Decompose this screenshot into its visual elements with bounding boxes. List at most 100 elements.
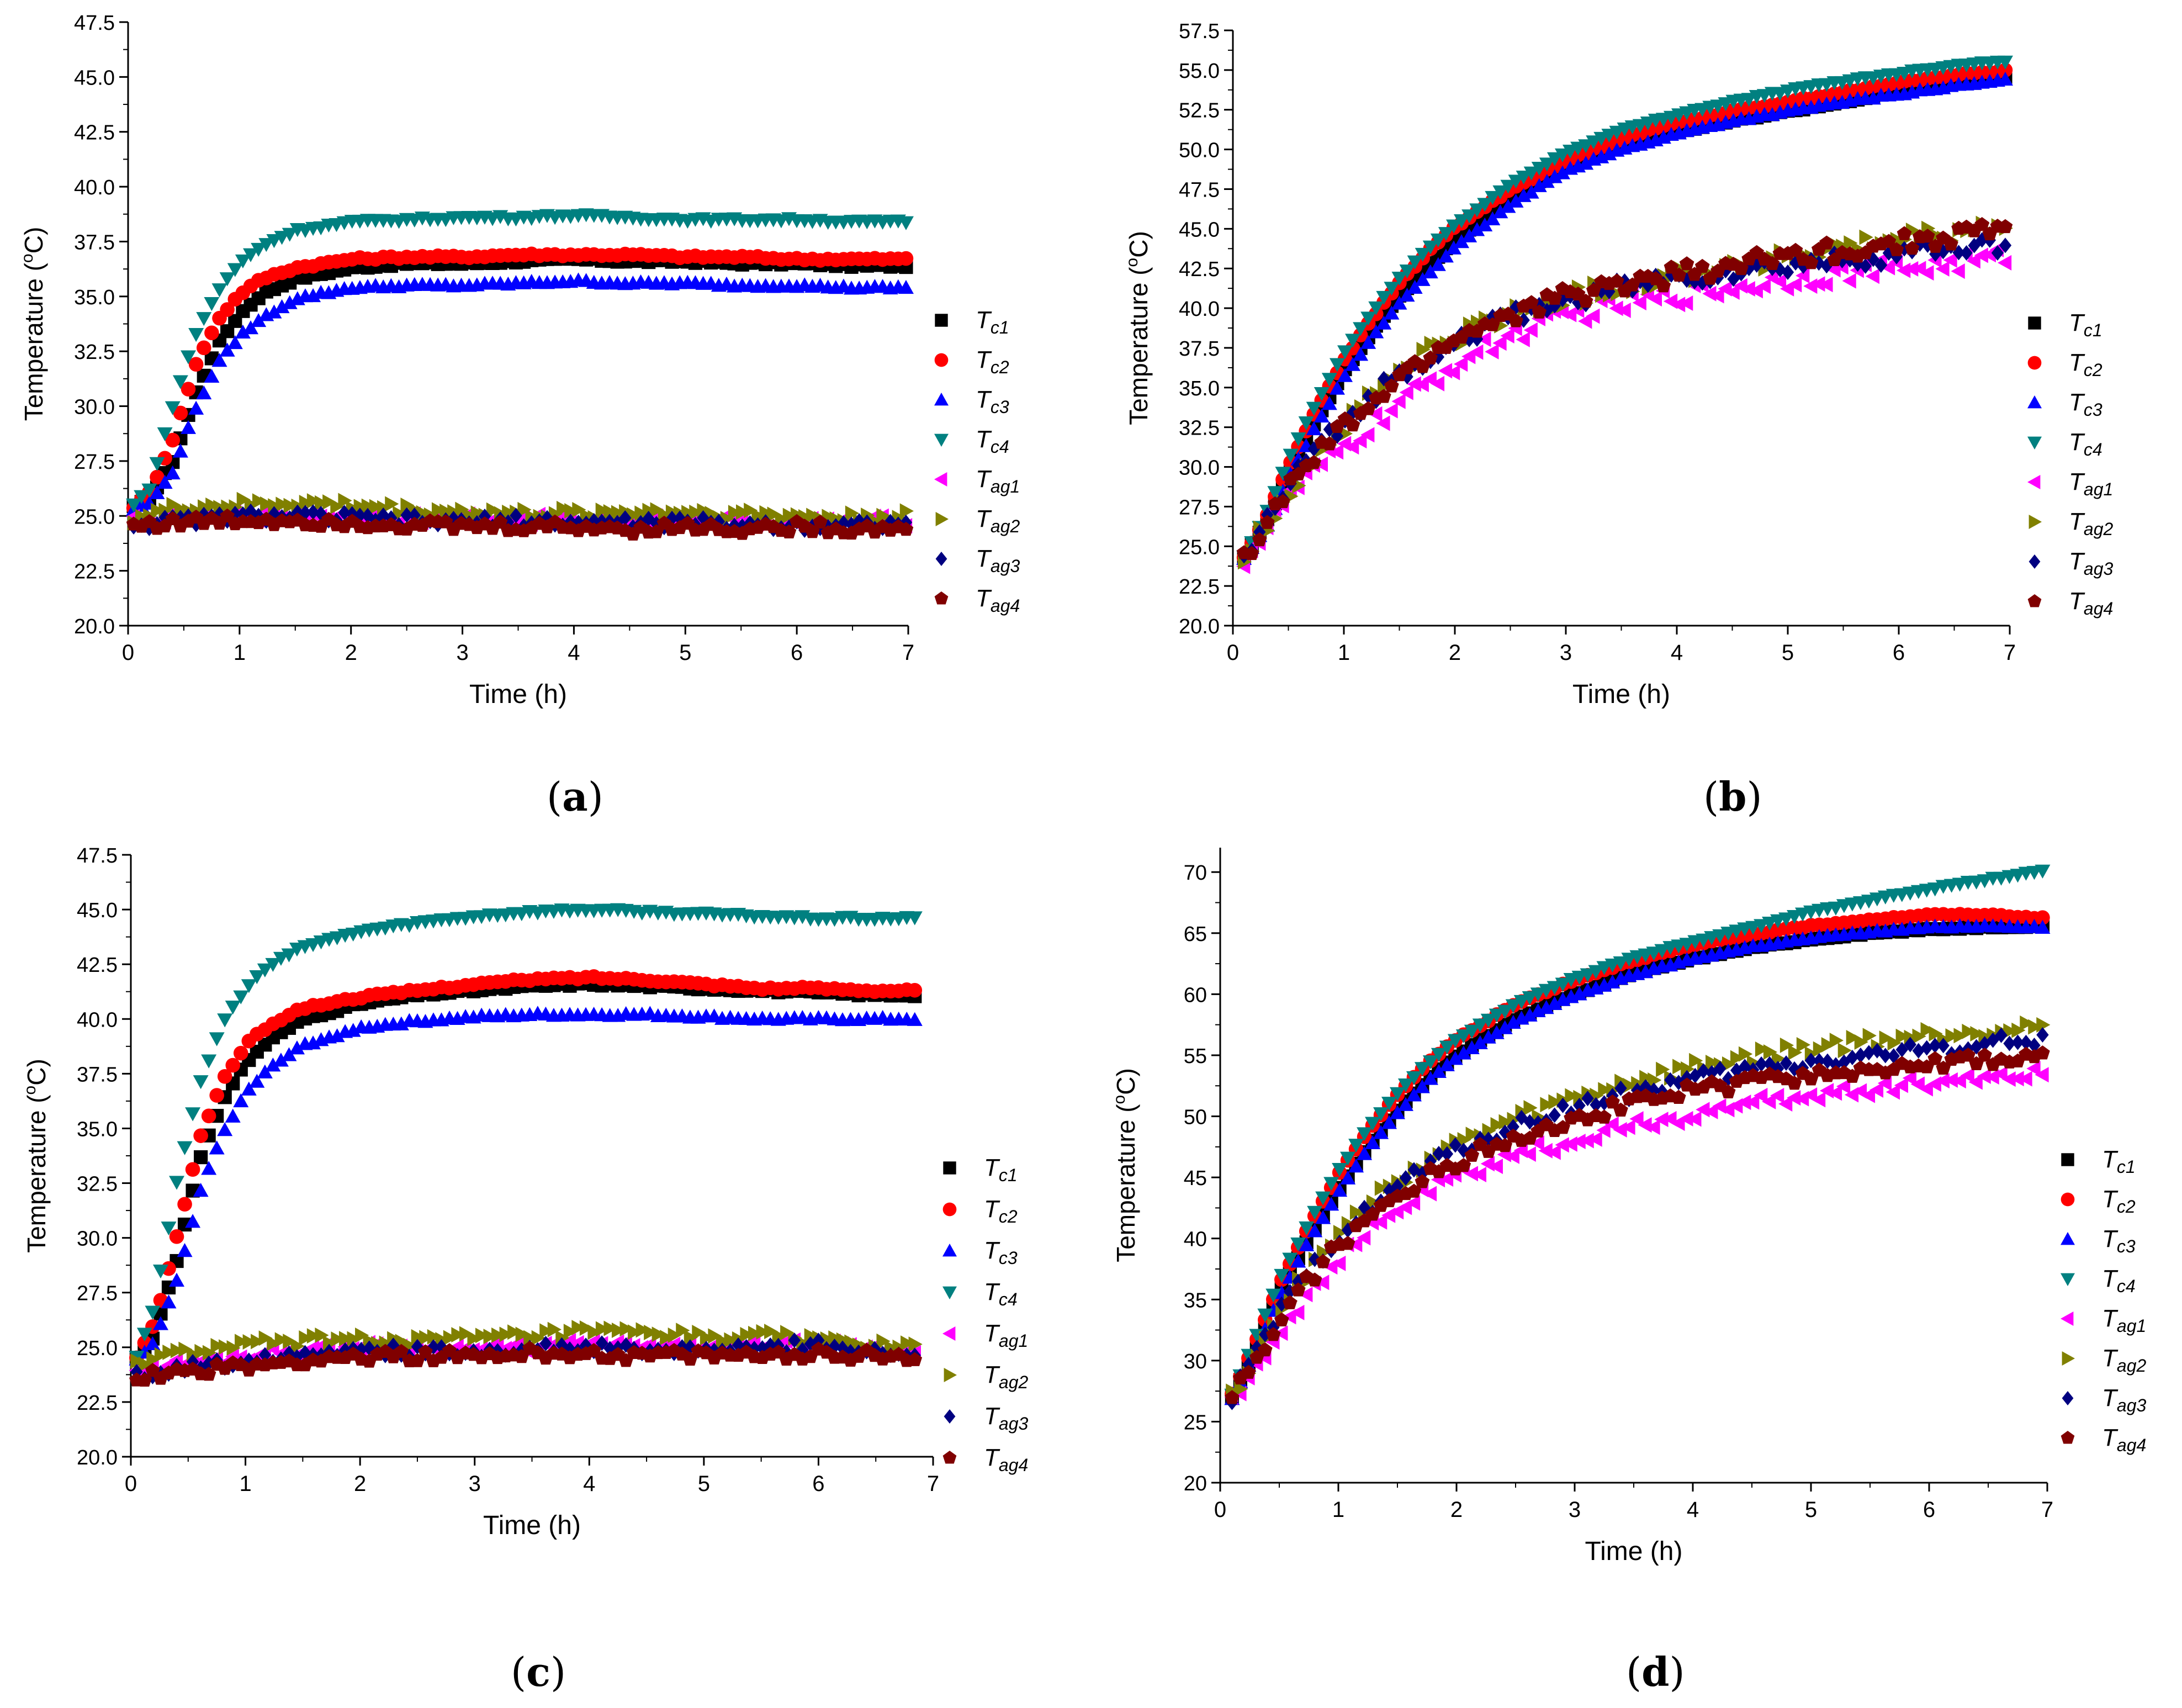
- data-point: [1581, 1091, 1594, 1107]
- data-point: [1902, 1070, 1916, 1086]
- series-Tag3: [1237, 232, 2012, 564]
- data-point: [1953, 1028, 1968, 1044]
- data-point: [650, 502, 664, 518]
- data-point: [1390, 1087, 1405, 1101]
- data-point: [1796, 268, 1810, 284]
- data-point: [1432, 1145, 1445, 1161]
- data-point: [1407, 376, 1421, 392]
- data-point: [201, 1161, 217, 1175]
- data-point: [1469, 203, 1485, 218]
- data-point: [517, 501, 532, 517]
- data-point: [1943, 1072, 1958, 1088]
- legend-label-Tag3: Tag3: [976, 545, 1020, 576]
- data-point: [1490, 1117, 1505, 1133]
- data-point: [188, 328, 204, 342]
- data-point: [251, 1334, 265, 1350]
- legend-label-Tc3: Tc3: [984, 1237, 1018, 1268]
- data-point: [1821, 1053, 1834, 1069]
- legend-marker-Tc1: [2028, 316, 2041, 330]
- data-point: [619, 1321, 634, 1337]
- data-point: [1316, 1244, 1331, 1260]
- series-Tc4: [1236, 55, 2013, 565]
- data-point: [898, 521, 914, 536]
- data-point: [724, 1332, 738, 1348]
- data-point: [235, 254, 251, 269]
- x-axis-label: Time (h): [1585, 1537, 1683, 1566]
- data-point: [1329, 358, 1345, 372]
- data-point: [154, 1347, 168, 1363]
- data-point: [1813, 1053, 1826, 1069]
- data-point: [1859, 229, 1873, 245]
- y-tick-label: 35: [1184, 1289, 1207, 1312]
- data-point: [185, 1162, 200, 1177]
- data-point: [394, 1344, 409, 1358]
- data-point: [1353, 433, 1367, 449]
- data-point: [898, 279, 914, 294]
- data-point: [181, 420, 197, 434]
- chart-a: 0 1 2 3 4 5 6 7 20.0 22.5 25.0 27.5 30.0 32.5 35.0 37.5…: [18, 12, 1020, 709]
- y-tick-label: 47.5: [1179, 178, 1220, 202]
- data-point: [1422, 264, 1438, 279]
- y-tick-label: 30: [1184, 1350, 1207, 1373]
- y-tick-label: 27.5: [77, 1282, 118, 1305]
- data-point: [273, 1053, 289, 1067]
- data-point: [1689, 1053, 1703, 1069]
- data-point: [820, 1331, 834, 1347]
- caption-c: (c): [511, 1648, 566, 1695]
- legend-marker-Tc4: [934, 433, 949, 447]
- data-point: [145, 1305, 161, 1320]
- data-point: [236, 491, 251, 507]
- data-point: [1970, 1026, 1984, 1042]
- data-point: [1679, 256, 1694, 271]
- data-point: [2035, 1067, 2049, 1083]
- data-point: [1492, 335, 1507, 351]
- data-point: [475, 1328, 490, 1344]
- data-point: [274, 1332, 289, 1348]
- data-point: [1306, 454, 1322, 469]
- data-point: [152, 1264, 168, 1279]
- data-point: [219, 1339, 233, 1355]
- y-tick-label: 40.0: [77, 1008, 118, 1032]
- legend-label-Tc3: Tc3: [976, 386, 1009, 417]
- data-point: [1439, 1040, 1455, 1055]
- y-tick-label: 22.5: [77, 1392, 118, 1415]
- data-point: [299, 1330, 313, 1346]
- data-point: [1894, 1077, 1908, 1093]
- data-point: [1648, 291, 1662, 307]
- data-point: [1920, 1022, 1935, 1038]
- y-tick-label: 45.0: [77, 899, 118, 922]
- data-point: [1492, 204, 1508, 219]
- data-point: [136, 1328, 152, 1342]
- data-point: [1671, 1090, 1686, 1104]
- data-point: [233, 990, 249, 1004]
- legend-marker-Tag2: [2029, 515, 2042, 529]
- data-point: [204, 368, 220, 383]
- data-point: [258, 1330, 273, 1346]
- data-point: [1539, 173, 1555, 188]
- data-point: [330, 499, 345, 515]
- data-point: [1508, 174, 1524, 189]
- data-point: [130, 1353, 145, 1369]
- data-point: [315, 1327, 329, 1343]
- data-point: [411, 1329, 425, 1345]
- data-point: [1763, 1044, 1778, 1060]
- data-point: [361, 507, 374, 523]
- data-point: [1920, 1040, 1933, 1056]
- legend-marker-Tag2: [935, 512, 949, 526]
- data-point: [347, 1331, 361, 1347]
- data-point: [225, 1108, 241, 1123]
- data-point: [492, 514, 508, 529]
- y-tick-label: 45.0: [1179, 218, 1220, 241]
- x-tick-label: 4: [583, 1472, 595, 1496]
- data-point: [257, 963, 273, 977]
- data-point: [1299, 1287, 1313, 1303]
- data-point: [1632, 295, 1646, 311]
- legend-label-Tag4: Tag4: [2102, 1424, 2146, 1455]
- data-point: [619, 510, 632, 526]
- data-point: [1952, 245, 1965, 261]
- data-point: [1997, 255, 2012, 271]
- data-point: [1307, 1272, 1322, 1287]
- data-point: [211, 352, 227, 367]
- data-point: [1714, 1061, 1726, 1077]
- x-tick-label: 7: [927, 1472, 939, 1496]
